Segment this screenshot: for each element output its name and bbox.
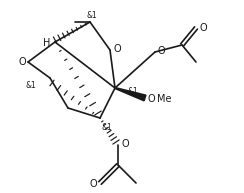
Polygon shape <box>115 88 146 101</box>
Text: H: H <box>43 38 50 48</box>
Text: Me: Me <box>157 94 172 104</box>
Text: O: O <box>89 179 97 189</box>
Text: O: O <box>199 23 207 33</box>
Text: O: O <box>121 139 129 149</box>
Text: O: O <box>158 46 166 56</box>
Text: &1: &1 <box>102 124 113 133</box>
Text: &1: &1 <box>87 10 97 19</box>
Text: O: O <box>18 57 26 67</box>
Text: &1: &1 <box>127 87 138 96</box>
Text: O: O <box>113 44 121 54</box>
Text: &1: &1 <box>25 81 36 91</box>
Text: O: O <box>148 94 156 104</box>
